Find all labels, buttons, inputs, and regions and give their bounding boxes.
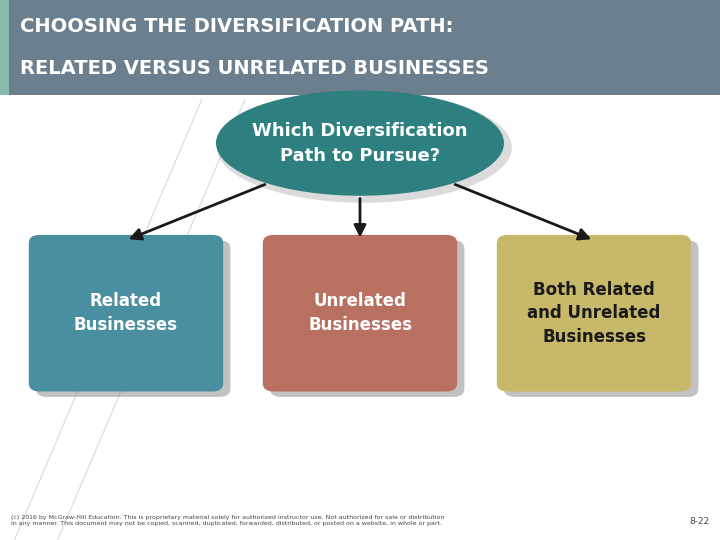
FancyBboxPatch shape	[270, 240, 464, 397]
FancyBboxPatch shape	[497, 235, 691, 392]
Text: 8-22: 8-22	[689, 517, 709, 526]
Text: Which Diversification
Path to Pursue?: Which Diversification Path to Pursue?	[252, 122, 468, 165]
FancyBboxPatch shape	[0, 0, 720, 94]
FancyBboxPatch shape	[263, 235, 457, 392]
Text: Related
Businesses: Related Businesses	[74, 292, 178, 334]
FancyBboxPatch shape	[36, 240, 230, 397]
FancyBboxPatch shape	[29, 235, 223, 392]
Text: (c) 2016 by McGraw-Hill Education. This is proprietary material solely for autho: (c) 2016 by McGraw-Hill Education. This …	[11, 515, 444, 526]
Text: Unrelated
Businesses: Unrelated Businesses	[308, 292, 412, 334]
FancyBboxPatch shape	[0, 0, 9, 94]
Text: RELATED VERSUS UNRELATED BUSINESSES: RELATED VERSUS UNRELATED BUSINESSES	[20, 58, 489, 78]
Text: Both Related
and Unrelated
Businesses: Both Related and Unrelated Businesses	[527, 281, 661, 346]
FancyBboxPatch shape	[504, 240, 698, 397]
Ellipse shape	[217, 92, 512, 203]
Text: CHOOSING THE DIVERSIFICATION PATH:: CHOOSING THE DIVERSIFICATION PATH:	[20, 17, 454, 36]
Ellipse shape	[216, 91, 504, 195]
